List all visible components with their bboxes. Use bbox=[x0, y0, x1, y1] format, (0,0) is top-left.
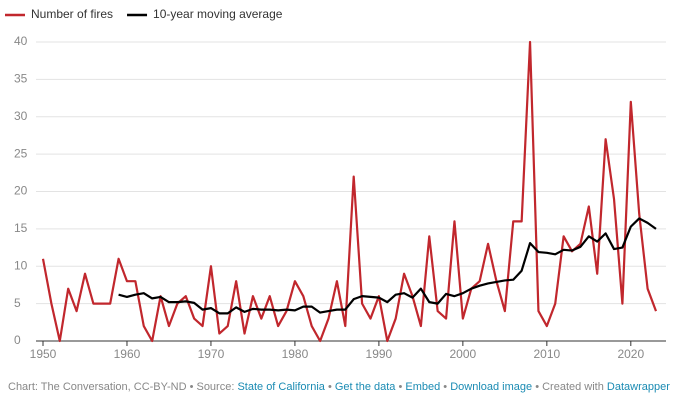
x-tick-label: 1970 bbox=[198, 347, 225, 361]
y-tick-label: 20 bbox=[14, 184, 28, 198]
grid: 0 5 10 15 20 25 30 35 40 1950 1960 1970 1980 1990 2000… bbox=[14, 34, 666, 361]
footer: Chart: The Conversation, CC-BY-ND • Sour… bbox=[8, 381, 670, 393]
x-tick-label: 2000 bbox=[450, 347, 477, 361]
legend: Number of fires 10-year moving average bbox=[5, 7, 283, 21]
footer-text: • bbox=[440, 381, 450, 393]
footer-text: • Created with bbox=[532, 381, 607, 393]
footer-text: • bbox=[325, 381, 335, 393]
y-tick-label: 10 bbox=[14, 258, 28, 272]
y-tick-label: 25 bbox=[14, 146, 28, 160]
plot bbox=[41, 40, 658, 343]
legend-label: 10-year moving average bbox=[153, 7, 283, 21]
y-tick-label: 40 bbox=[14, 34, 28, 48]
series-line bbox=[41, 40, 658, 343]
footer-link[interactable]: Get the data bbox=[335, 381, 396, 393]
legend-label: Number of fires bbox=[31, 7, 113, 21]
footer-text: Chart: The Conversation, CC-BY-ND • Sour… bbox=[8, 381, 237, 393]
y-tick-label: 30 bbox=[14, 109, 28, 123]
footer-text: • bbox=[395, 381, 405, 393]
y-tick-label: 35 bbox=[14, 72, 28, 86]
x-tick-label: 2020 bbox=[617, 347, 644, 361]
x-tick-label: 2010 bbox=[533, 347, 560, 361]
footer-link[interactable]: Datawrapper bbox=[607, 381, 670, 393]
footer-link[interactable]: State of California bbox=[237, 381, 325, 393]
series-line bbox=[118, 217, 657, 315]
x-tick-label: 1960 bbox=[114, 347, 141, 361]
y-tick-label: 15 bbox=[14, 221, 28, 235]
x-tick-label: 1980 bbox=[282, 347, 309, 361]
x-tick-label: 1950 bbox=[30, 347, 57, 361]
x-tick-label: 1990 bbox=[366, 347, 393, 361]
y-tick-label: 5 bbox=[14, 296, 21, 310]
footer-link[interactable]: Embed bbox=[405, 381, 440, 393]
y-tick-label: 0 bbox=[14, 333, 21, 347]
footer-link[interactable]: Download image bbox=[450, 381, 532, 393]
